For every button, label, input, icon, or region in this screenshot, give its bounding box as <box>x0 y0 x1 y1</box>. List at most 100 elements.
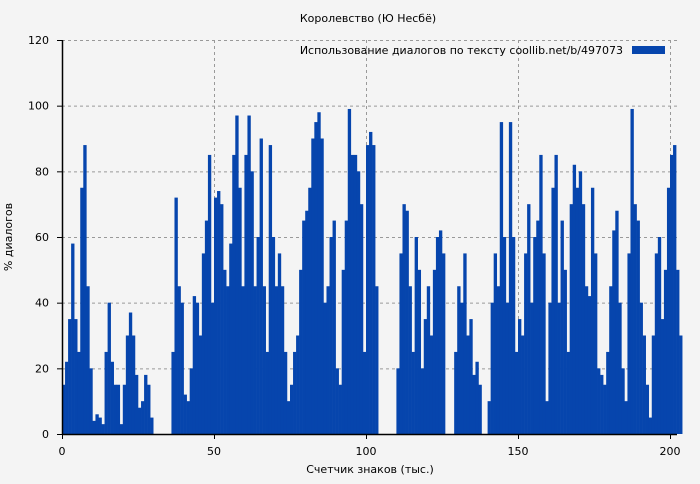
bar <box>320 138 324 434</box>
bar <box>198 335 203 434</box>
bar <box>250 171 254 435</box>
bar <box>195 302 200 434</box>
bar <box>454 351 458 434</box>
bar <box>299 269 303 434</box>
bar <box>314 122 318 434</box>
bar <box>654 253 659 434</box>
bar <box>606 351 610 434</box>
bar <box>557 302 561 434</box>
bar <box>642 335 646 434</box>
bar <box>408 286 412 434</box>
bar <box>636 220 640 434</box>
bar <box>232 154 236 434</box>
bar <box>74 319 78 434</box>
bar <box>569 204 574 434</box>
bar <box>293 351 297 434</box>
bar <box>518 319 522 434</box>
bar <box>399 253 403 434</box>
bar <box>375 286 379 434</box>
bar <box>612 230 616 434</box>
bar <box>466 335 470 434</box>
bar <box>536 220 540 434</box>
bar <box>651 335 656 434</box>
bar <box>186 401 190 434</box>
bar <box>402 204 406 434</box>
bar <box>423 319 428 434</box>
chart-title: Королевство (Ю Несбё) <box>300 12 436 25</box>
bar <box>578 171 583 435</box>
bar <box>429 335 434 434</box>
bar <box>645 384 650 434</box>
bar <box>396 368 400 434</box>
bar <box>533 237 537 434</box>
y-tick-label: 120 <box>28 34 49 47</box>
bar <box>302 220 306 434</box>
bar <box>414 237 418 434</box>
bar <box>600 374 604 434</box>
bar <box>420 368 425 434</box>
bar <box>80 187 84 434</box>
bar <box>128 312 133 434</box>
bar <box>265 351 270 434</box>
bar <box>442 253 446 434</box>
bar <box>311 138 315 434</box>
bar <box>83 145 87 435</box>
bar <box>220 204 224 434</box>
bar <box>542 253 546 434</box>
bar <box>432 269 437 434</box>
bar <box>648 417 653 434</box>
bar <box>244 154 248 434</box>
bar <box>174 197 178 434</box>
bar <box>241 286 245 434</box>
bar <box>463 253 467 434</box>
bar <box>590 187 595 434</box>
bar <box>514 351 519 434</box>
bar <box>116 384 121 434</box>
bar <box>633 204 637 434</box>
bar <box>335 368 339 434</box>
y-tick-label: 0 <box>42 428 49 441</box>
bar <box>189 368 194 434</box>
bar <box>177 286 181 434</box>
y-tick-label: 80 <box>35 165 49 178</box>
y-tick-label: 40 <box>35 297 49 310</box>
bar <box>150 417 154 434</box>
bar <box>138 407 142 434</box>
bar <box>217 191 221 434</box>
bar <box>603 384 607 434</box>
bar <box>511 237 516 434</box>
bar <box>283 351 288 434</box>
bar <box>192 296 197 434</box>
bar <box>201 253 206 434</box>
legend-swatch <box>632 46 665 54</box>
bar <box>113 384 118 434</box>
bar <box>597 368 601 434</box>
bar <box>238 187 242 434</box>
bar <box>359 204 364 434</box>
x-tick-label: 200 <box>660 445 681 458</box>
bar <box>502 237 507 434</box>
bar <box>68 319 72 434</box>
bar <box>417 269 422 434</box>
bar <box>259 138 263 434</box>
bar <box>639 302 643 434</box>
legend: Использование диалогов по тексту coollib… <box>300 44 665 57</box>
bar <box>615 210 619 434</box>
bar <box>560 220 564 434</box>
bar <box>122 384 127 434</box>
bar <box>344 220 349 434</box>
bar <box>104 351 108 434</box>
bar <box>551 187 555 434</box>
bar <box>323 302 327 434</box>
bar <box>566 351 570 434</box>
bar <box>366 145 370 435</box>
bar <box>89 368 93 434</box>
bar <box>545 401 549 434</box>
bar <box>575 187 580 434</box>
bar <box>180 302 184 434</box>
bar <box>92 420 96 434</box>
bar <box>353 154 358 434</box>
bar <box>472 374 476 434</box>
bar <box>271 237 276 434</box>
bar <box>329 237 333 434</box>
